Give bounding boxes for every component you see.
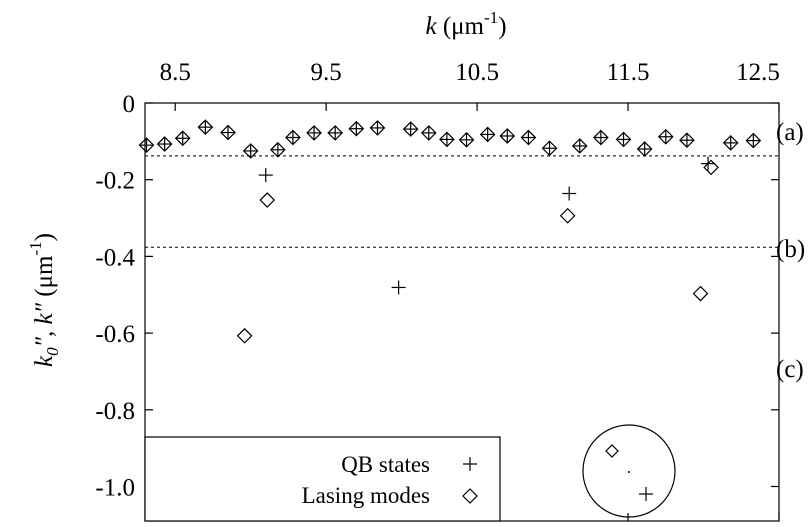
reference-lines bbox=[145, 155, 779, 248]
x-tick-label: 12.5 bbox=[736, 59, 780, 86]
legend-label-qb: QB states bbox=[341, 452, 430, 477]
qb-state-point bbox=[349, 121, 364, 136]
lasing-mode-point bbox=[679, 132, 695, 149]
y-axis-title: k0″, k″ (μm-1) bbox=[26, 233, 62, 367]
qb-state-point bbox=[459, 132, 474, 147]
lasing-mode-point bbox=[156, 136, 173, 152]
qb-state-point bbox=[307, 125, 322, 140]
lasing-mode-point bbox=[692, 285, 709, 302]
inset-circle bbox=[582, 424, 676, 518]
lasing-mode-point bbox=[236, 327, 253, 344]
qb-state-point bbox=[500, 128, 515, 143]
x-tick-label: 10.5 bbox=[455, 59, 499, 86]
qb-state-point bbox=[258, 168, 273, 183]
x-axis-title: k (μm-1) bbox=[425, 8, 506, 40]
y-tick-label: 0 bbox=[123, 91, 136, 118]
lasing-mode-point bbox=[520, 129, 537, 146]
qb-state-point bbox=[198, 120, 213, 135]
legend-label-lasing: Lasing modes bbox=[302, 483, 430, 508]
y-tick-label: -0.4 bbox=[95, 244, 135, 271]
qb-state-point bbox=[572, 138, 587, 153]
x-tick-label: 9.5 bbox=[311, 59, 342, 86]
qb-state-point bbox=[157, 137, 172, 152]
inset-plus-marker bbox=[639, 487, 653, 501]
lasing-mode-point bbox=[306, 125, 322, 141]
lasing-mode-point bbox=[541, 140, 558, 157]
region-label-c: (c) bbox=[776, 356, 804, 383]
legend-diamond-marker bbox=[462, 488, 478, 504]
x-tick-label: 8.5 bbox=[160, 59, 191, 86]
qb-state-point bbox=[562, 186, 577, 201]
inset-diamond-marker bbox=[605, 444, 619, 458]
svg-text:k0″, k″ (μm-1): k0″, k″ (μm-1) bbox=[26, 233, 62, 367]
lasing-mode-point bbox=[745, 132, 762, 149]
legend-plus-marker bbox=[463, 457, 477, 471]
lasing-mode-point bbox=[269, 141, 286, 158]
lasing-mode-point bbox=[402, 121, 419, 137]
lasing-mode-point bbox=[571, 138, 588, 154]
region-label-a: (a) bbox=[776, 119, 804, 146]
lasing-mode-point bbox=[369, 120, 386, 136]
qb-state-point bbox=[439, 132, 454, 147]
region-label-b: (b) bbox=[776, 236, 805, 263]
lasing-mode-point bbox=[439, 131, 455, 148]
qb-state-point bbox=[616, 132, 631, 147]
y-tick-label: -0.2 bbox=[95, 168, 135, 195]
y-tick-label: -0.8 bbox=[95, 398, 135, 425]
y-ticks: 0 -0.2 -0.4 -0.6 -0.8 -1.0 bbox=[95, 91, 779, 501]
lasing-mode-point bbox=[722, 135, 739, 151]
lasing-mode-point bbox=[242, 143, 259, 159]
y-tick-label: -1.0 bbox=[95, 474, 135, 501]
lasing-mode-point bbox=[615, 131, 632, 148]
lasing-mode-point bbox=[138, 137, 155, 154]
qb-state-point bbox=[243, 143, 258, 158]
lasing-mode-point bbox=[259, 192, 276, 208]
inset-center-dot bbox=[628, 471, 630, 473]
lasing-mode-point bbox=[657, 128, 674, 145]
qb-state-point bbox=[391, 280, 406, 295]
qb-state-point bbox=[403, 122, 418, 137]
series-lasing-modes bbox=[138, 119, 762, 344]
qb-state-point bbox=[370, 120, 385, 135]
qb-state-point bbox=[270, 142, 285, 157]
qb-state-point bbox=[175, 131, 190, 146]
lasing-mode-point bbox=[197, 119, 214, 136]
lasing-mode-point bbox=[285, 129, 301, 146]
lasing-mode-point bbox=[479, 126, 496, 143]
qb-state-point bbox=[679, 133, 694, 148]
qb-state-point bbox=[542, 141, 557, 156]
qb-state-point bbox=[328, 125, 343, 140]
lasing-mode-point bbox=[174, 130, 191, 147]
qb-state-point bbox=[658, 129, 673, 144]
qb-state-point bbox=[139, 138, 154, 153]
qb-state-point bbox=[285, 130, 300, 145]
lasing-mode-point bbox=[559, 207, 576, 224]
lasing-mode-point bbox=[458, 131, 475, 148]
qb-state-point bbox=[480, 127, 495, 142]
region-labels: (a) (b) (c) bbox=[776, 119, 805, 383]
x-tick-label: 11.5 bbox=[607, 59, 650, 86]
lasing-mode-point bbox=[703, 159, 719, 176]
qb-state-point bbox=[521, 130, 536, 145]
y-tick-label: -0.6 bbox=[95, 321, 135, 348]
lasing-mode-point bbox=[420, 125, 437, 141]
lasing-mode-point bbox=[636, 141, 653, 157]
lasing-mode-point bbox=[499, 128, 516, 144]
qb-state-point bbox=[221, 125, 236, 140]
lasing-mode-point bbox=[348, 120, 365, 137]
legend: QB states Lasing modes bbox=[144, 436, 501, 522]
lasing-mode-point bbox=[327, 125, 344, 141]
qb-state-point bbox=[593, 130, 608, 145]
qb-state-point bbox=[723, 135, 738, 150]
qb-state-point bbox=[637, 142, 652, 157]
qb-state-point bbox=[421, 125, 436, 140]
series-qb-states bbox=[139, 120, 761, 295]
inset bbox=[582, 424, 676, 518]
lasing-mode-point bbox=[593, 129, 609, 146]
legend-box bbox=[144, 436, 501, 522]
lasing-mode-point bbox=[220, 124, 236, 141]
qb-state-point bbox=[746, 133, 761, 148]
svg-text:k (μm-1): k (μm-1) bbox=[425, 8, 506, 40]
